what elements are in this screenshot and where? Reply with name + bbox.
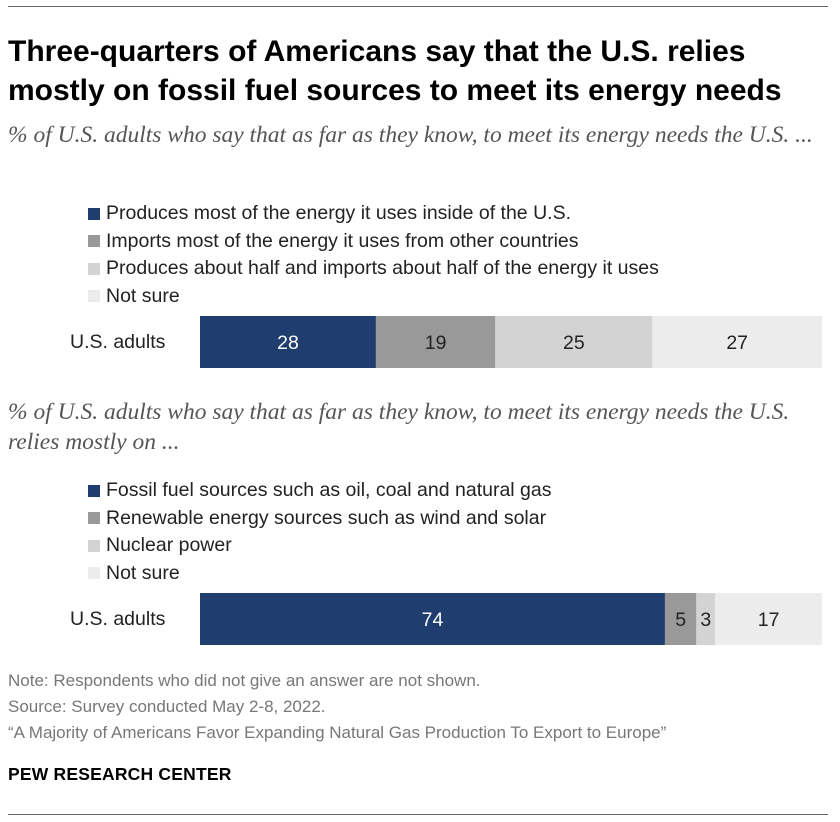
source-text: Source: Survey conducted May 2-8, 2022. — [8, 697, 326, 716]
legend-swatch — [88, 235, 100, 248]
legend-swatch — [88, 484, 100, 497]
chart1-legend-item-imports-most: Imports most of the energy it uses from … — [88, 228, 659, 256]
chart1-bar-not-sure — [652, 316, 822, 368]
chart1-legend: Produces most of the energy it uses insi… — [88, 200, 659, 310]
legend-label: Produces about half and imports about ha… — [106, 257, 659, 280]
chart2-bar-not-sure — [715, 593, 822, 645]
chart1-legend-item-half-half: Produces about half and imports about ha… — [88, 255, 659, 283]
legend-label: Imports most of the energy it uses from … — [106, 229, 579, 252]
chart2-legend-item-nuclear: Nuclear power — [88, 532, 551, 560]
legend-label: Fossil fuel sources such as oil, coal an… — [106, 479, 552, 502]
chart2-subtitle: % of U.S. adults who say that as far as … — [8, 399, 790, 455]
chart1-label-produces-most: 28 — [277, 332, 299, 354]
chart-title: Three-quarters of Americans say that the… — [8, 35, 782, 107]
chart2-bar-renewable — [664, 593, 697, 645]
bottom-rule — [8, 814, 828, 815]
legend-swatch — [88, 539, 100, 552]
report-title-text: “A Majority of Americans Favor Expanding… — [8, 723, 667, 742]
legend-swatch — [88, 207, 100, 220]
chart2-legend: Fossil fuel sources such as oil, coal an… — [88, 477, 551, 587]
legend-label: Not sure — [106, 561, 180, 584]
legend-label: Produces most of the energy it uses insi… — [106, 202, 571, 225]
chart1-bar-half-half — [495, 316, 653, 368]
chart1-legend-item-not-sure: Not sure — [88, 283, 659, 311]
chart2-bar-nuclear — [696, 593, 716, 645]
chart1-label-half-half: 25 — [563, 332, 585, 354]
chart1-label-imports-most: 19 — [425, 332, 447, 354]
legend-swatch — [88, 512, 100, 525]
chart1-bar-imports-most — [375, 316, 496, 368]
chart1-legend-item-produces-most: Produces most of the energy it uses insi… — [88, 200, 659, 228]
chart2-label-nuclear: 3 — [700, 609, 711, 631]
chart2-label-not-sure: 17 — [758, 609, 780, 631]
chart2-legend-item-renewable: Renewable energy sources such as wind an… — [88, 505, 551, 533]
chart2-bar-fossil — [200, 593, 665, 645]
chart1-stacked-bar: 28 19 25 27 — [200, 316, 822, 368]
legend-label: Renewable energy sources such as wind an… — [106, 506, 547, 529]
note-text: Note: Respondents who did not give an an… — [8, 671, 481, 690]
chart1-subtitle: % of U.S. adults who say that as far as … — [8, 122, 813, 148]
chart1-row-label: U.S. adults — [70, 331, 166, 353]
top-rule — [8, 6, 828, 7]
chart2-legend-item-fossil: Fossil fuel sources such as oil, coal an… — [88, 477, 551, 505]
pew-research-center-logo: PEW RESEARCH CENTER — [8, 764, 232, 784]
chart2-legend-item-not-sure: Not sure — [88, 560, 551, 588]
chart1-bar-produces-most — [200, 316, 376, 368]
legend-label: Nuclear power — [106, 534, 232, 557]
chart2-row-label: U.S. adults — [70, 608, 166, 630]
chart2-stacked-bar: 74 5 3 17 — [200, 593, 822, 645]
chart2-label-fossil: 74 — [422, 609, 444, 631]
legend-swatch — [88, 567, 100, 580]
legend-label: Not sure — [106, 284, 180, 307]
legend-swatch — [88, 262, 100, 275]
chart2-label-renewable: 5 — [675, 609, 686, 631]
chart1-label-not-sure: 27 — [726, 332, 748, 354]
legend-swatch — [88, 290, 100, 303]
